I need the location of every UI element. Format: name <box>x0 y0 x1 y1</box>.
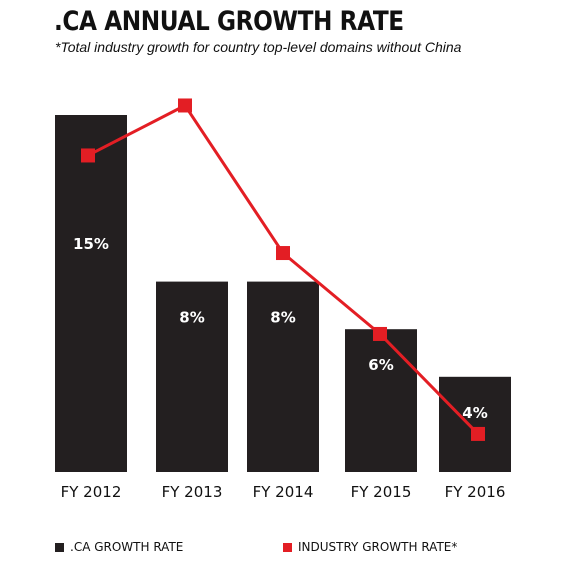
chart-subtitle: *Total industry growth for country top-l… <box>55 39 462 55</box>
bar-value-label: 8% <box>179 309 204 327</box>
x-tick-label: FY 2016 <box>445 483 506 501</box>
bars-group: 15% 8% 8% 6% 4% <box>55 115 511 472</box>
legend-item-industry: INDUSTRY GROWTH RATE* <box>283 540 457 554</box>
legend-swatch-industry <box>283 542 292 552</box>
x-tick-label: FY 2012 <box>61 483 122 501</box>
bar-value-label: 4% <box>462 404 487 422</box>
chart-title: .CA ANNUAL GROWTH RATE <box>54 6 404 37</box>
industry-point-fy-2013 <box>178 98 192 113</box>
legend-swatch-ca <box>55 542 64 552</box>
bar-fy-2013 <box>156 281 228 472</box>
category-labels: FY 2012 FY 2013 FY 2014 FY 2015 FY 2016 <box>61 483 506 501</box>
bar-fy-2015 <box>345 329 417 472</box>
x-tick-label: FY 2014 <box>253 483 314 501</box>
bar-fy-2016 <box>439 376 511 472</box>
industry-point-fy-2015 <box>373 326 387 341</box>
industry-point-fy-2016 <box>471 426 485 441</box>
legend-label-industry: INDUSTRY GROWTH RATE* <box>298 540 458 554</box>
x-tick-label: FY 2013 <box>162 483 223 501</box>
industry-point-fy-2012 <box>81 148 95 163</box>
industry-point-fy-2014 <box>276 246 290 261</box>
bar-value-label: 15% <box>73 235 109 253</box>
x-tick-label: FY 2015 <box>351 483 412 501</box>
bar-fy-2012 <box>55 115 127 472</box>
legend-item-ca: .CA GROWTH RATE <box>55 540 183 554</box>
bar-fy-2014 <box>247 281 319 472</box>
line-group <box>81 98 485 441</box>
legend-label-ca: .CA GROWTH RATE <box>70 540 184 554</box>
bar-value-label: 6% <box>368 356 393 374</box>
bar-value-label: 8% <box>270 309 295 327</box>
